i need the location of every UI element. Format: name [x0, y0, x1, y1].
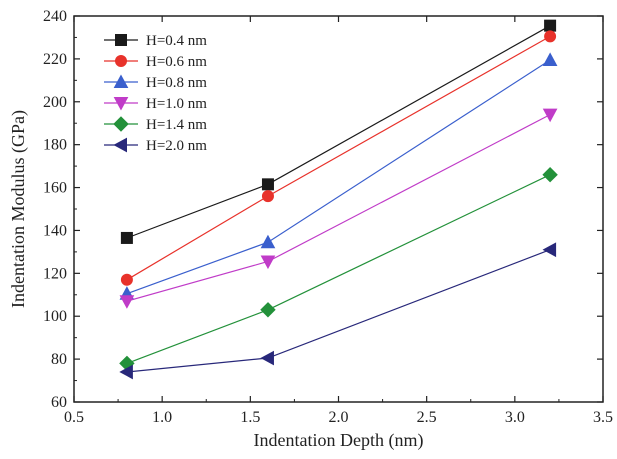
series-4: [119, 108, 558, 309]
series-line: [126, 174, 551, 364]
x-tick-label: 1.0: [152, 409, 172, 426]
legend-label: H=0.6 nm: [146, 54, 207, 70]
legend-marker: [113, 137, 127, 153]
y-tick-label: 100: [43, 308, 67, 325]
series-line: [126, 35, 551, 281]
legend-marker: [115, 34, 127, 46]
legend-item: H=2.0 nm: [104, 137, 207, 154]
data-point: [260, 302, 276, 318]
plot-frame: [73, 15, 604, 403]
series-line: [126, 249, 551, 373]
data-point: [261, 178, 274, 191]
x-tick-label: 2.5: [417, 409, 437, 426]
x-tick-label: 2.0: [329, 409, 349, 426]
legend-item: H=0.4 nm: [104, 33, 207, 49]
y-tick-label: 60: [51, 394, 67, 411]
y-axis-title: Indentation Modulus (GPa): [8, 110, 29, 308]
series-5: [119, 166, 558, 372]
data-point: [544, 19, 557, 32]
legend-marker: [115, 55, 127, 67]
y-tick-label: 180: [43, 137, 67, 154]
legend-item: H=1.4 nm: [104, 116, 207, 133]
data-point: [260, 234, 276, 249]
series-layer: [119, 19, 558, 380]
legend-label: H=1.0 nm: [146, 96, 207, 112]
data-point: [119, 364, 133, 380]
x-tick-label: 3.5: [593, 409, 613, 426]
y-tick-label: 220: [43, 51, 67, 68]
legend: H=0.4 nm H=0.6 nm H=0.8 nm H=1.0 nm H=1.4 nm…: [104, 33, 207, 154]
y-tick-label: 120: [43, 265, 67, 282]
y-tick-label: 200: [43, 94, 67, 111]
data-point: [542, 166, 558, 183]
legend-marker: [113, 116, 129, 132]
legend-item: H=0.8 nm: [104, 74, 207, 91]
y-tick-label: 160: [43, 180, 67, 197]
data-point: [260, 350, 274, 366]
data-point: [544, 30, 557, 43]
legend-label: H=0.8 nm: [146, 75, 207, 91]
data-point: [261, 190, 274, 203]
y-tick-label: 140: [43, 222, 67, 239]
x-tick-label: 0.5: [64, 409, 84, 426]
data-point: [120, 273, 133, 286]
y-tick-label: 240: [43, 8, 67, 25]
legend-item: H=0.6 nm: [104, 54, 207, 70]
legend-label: H=0.4 nm: [146, 33, 207, 49]
x-tick-label: 1.5: [240, 409, 260, 426]
data-point: [542, 242, 557, 258]
x-tick-label: 3.0: [505, 409, 525, 426]
y-tick-label: 80: [51, 351, 67, 368]
legend-marker: [113, 74, 129, 88]
data-point: [119, 295, 135, 309]
legend-label: H=2.0 nm: [146, 138, 207, 154]
data-point: [542, 52, 558, 66]
data-point: [120, 231, 133, 244]
legend-marker: [113, 97, 129, 111]
data-point: [542, 108, 558, 123]
series-6: [119, 242, 557, 380]
x-axis-title: Indentation Depth (nm): [254, 430, 424, 451]
legend-label: H=1.4 nm: [146, 117, 207, 133]
series-2: [120, 30, 557, 286]
legend-item: H=1.0 nm: [104, 96, 207, 112]
data-point: [260, 255, 276, 270]
series-1: [120, 19, 557, 244]
axes: 0.5 1.0 1.5 2.0 2.5 3.0 3.5 60 80 100 120 140 160 180…: [43, 8, 613, 426]
